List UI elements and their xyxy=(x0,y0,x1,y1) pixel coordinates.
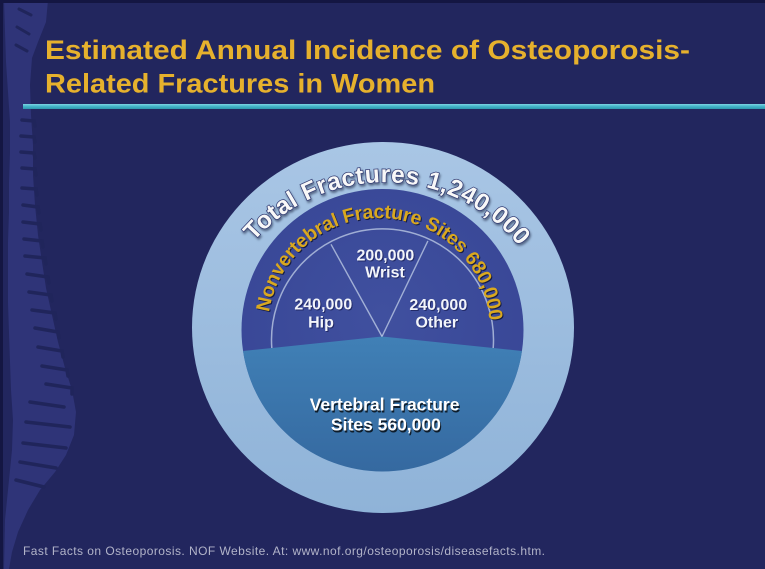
svg-text:200,000: 200,000 xyxy=(356,248,414,265)
svg-text:Fast Facts on Osteoporosis. NO: Fast Facts on Osteoporosis. NOF Website.… xyxy=(23,544,545,558)
svg-text:Sites 560,000: Sites 560,000 xyxy=(331,415,441,435)
svg-text:Vertebral Fracture: Vertebral Fracture xyxy=(310,394,460,414)
svg-text:Hip: Hip xyxy=(308,315,334,332)
svg-text:Related Fractures in Women: Related Fractures in Women xyxy=(45,69,435,99)
svg-text:Other: Other xyxy=(415,314,458,331)
svg-text:Estimated Annual Incidence of: Estimated Annual Incidence of Osteoporos… xyxy=(45,35,690,65)
svg-text:240,000: 240,000 xyxy=(409,297,467,314)
svg-text:240,000: 240,000 xyxy=(294,297,352,314)
svg-text:Wrist: Wrist xyxy=(365,265,405,282)
